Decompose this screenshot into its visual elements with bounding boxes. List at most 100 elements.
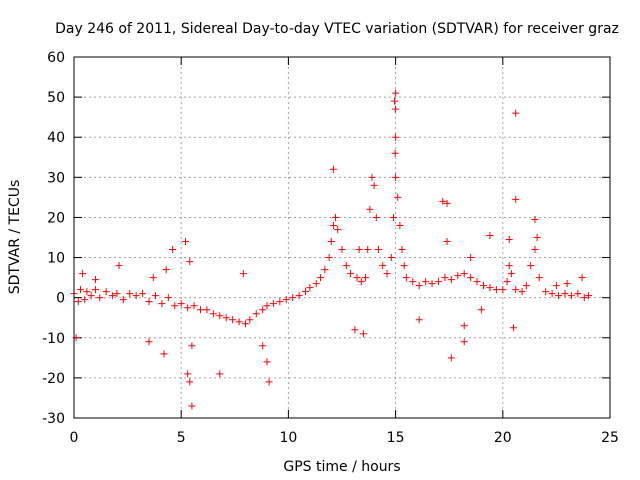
data-point: [119, 296, 127, 304]
data-point: [87, 292, 95, 300]
data-point: [394, 193, 402, 201]
data-points: [70, 89, 593, 410]
data-point: [186, 258, 194, 266]
data-point: [477, 306, 485, 314]
data-point: [567, 292, 575, 300]
data-point: [263, 302, 271, 310]
data-point: [115, 262, 123, 270]
data-point: [434, 278, 442, 286]
data-point: [113, 290, 121, 298]
data-point: [531, 246, 539, 254]
data-point: [503, 278, 511, 286]
data-point: [387, 254, 395, 262]
data-point: [402, 274, 410, 282]
x-axis-ticks: 0 5 10 15 20 25: [70, 57, 619, 446]
data-point: [585, 292, 593, 300]
data-point: [145, 298, 153, 306]
data-point: [383, 270, 391, 278]
data-point: [329, 221, 337, 229]
data-point: [181, 238, 189, 246]
data-point: [486, 231, 494, 239]
data-point: [74, 298, 82, 306]
data-point: [312, 280, 320, 288]
data-point: [460, 338, 468, 346]
data-point: [96, 294, 104, 302]
data-point: [535, 274, 543, 282]
data-point: [338, 246, 346, 254]
y-tick-label: 50: [47, 90, 65, 106]
y-axis-ticks: -30 -20 -10 0 10 20 30 40 50 60: [42, 50, 610, 427]
data-point: [522, 282, 530, 290]
data-point: [325, 254, 333, 262]
x-tick-label: 0: [70, 430, 79, 446]
data-point: [548, 290, 556, 298]
x-tick-label: 10: [279, 430, 297, 446]
data-point: [259, 342, 267, 350]
data-point: [391, 149, 399, 157]
data-point: [467, 274, 475, 282]
data-point: [443, 238, 451, 246]
data-point: [428, 280, 436, 288]
data-point: [235, 318, 243, 326]
data-point: [422, 278, 430, 286]
y-tick-label: 30: [47, 170, 65, 186]
y-tick-label: -30: [42, 411, 65, 427]
data-point: [351, 326, 359, 334]
data-point: [531, 215, 539, 223]
data-point: [83, 288, 91, 296]
data-point: [347, 270, 355, 278]
data-point: [269, 300, 277, 308]
data-point: [374, 246, 382, 254]
data-point: [574, 290, 582, 298]
data-point: [510, 324, 518, 332]
data-point: [578, 274, 586, 282]
y-axis-title: SDTVAR / TECUs: [7, 180, 23, 295]
data-point: [177, 300, 185, 308]
data-point: [203, 306, 211, 314]
data-point: [229, 316, 237, 324]
data-point: [527, 262, 535, 270]
data-point: [160, 350, 168, 358]
data-point: [239, 270, 247, 278]
data-point: [415, 282, 423, 290]
data-point: [132, 292, 140, 300]
x-axis-title: GPS time / hours: [283, 459, 400, 475]
data-point: [342, 262, 350, 270]
data-point: [366, 205, 374, 213]
y-tick-label: 60: [47, 50, 65, 66]
data-point: [186, 378, 194, 386]
data-point: [409, 278, 417, 286]
data-point: [512, 109, 520, 117]
data-point: [447, 276, 455, 284]
data-point: [398, 246, 406, 254]
x-tick-label: 15: [387, 430, 405, 446]
data-point: [505, 236, 513, 244]
data-point: [188, 342, 196, 350]
data-point: [306, 284, 314, 292]
data-point: [242, 320, 250, 328]
data-point: [460, 270, 468, 278]
x-tick-label: 5: [177, 430, 186, 446]
data-point: [357, 278, 365, 286]
y-tick-label: 0: [56, 291, 65, 307]
data-point: [169, 246, 177, 254]
grid-lines: [74, 57, 610, 418]
data-point: [171, 302, 179, 310]
data-point: [76, 286, 84, 294]
data-point: [222, 314, 230, 322]
data-point: [164, 294, 172, 302]
data-point: [216, 370, 224, 378]
data-point: [332, 213, 340, 221]
data-point: [353, 274, 361, 282]
y-tick-label: 20: [47, 210, 65, 226]
data-point: [259, 306, 267, 314]
data-point: [392, 89, 400, 97]
data-point: [321, 266, 329, 274]
x-tick-label: 20: [494, 430, 512, 446]
data-point: [473, 278, 481, 286]
data-point: [329, 165, 337, 173]
data-point: [327, 238, 335, 246]
data-point: [158, 300, 166, 308]
data-point: [580, 294, 588, 302]
data-point: [512, 195, 520, 203]
